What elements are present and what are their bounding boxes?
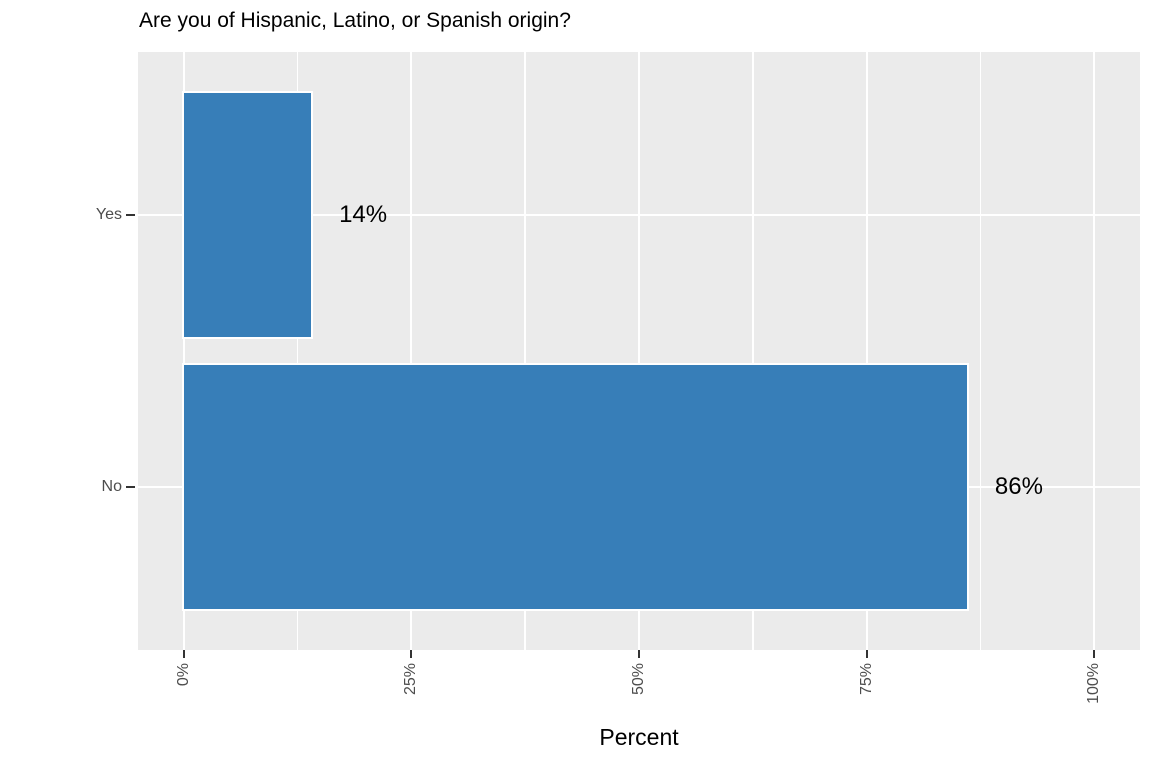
gridline-major-vertical: [410, 52, 413, 650]
x-axis-tick-label: 0%: [174, 663, 192, 687]
gridline-major-horizontal: [138, 214, 1140, 217]
x-axis-tick-mark: [638, 650, 640, 658]
bar-yes: [181, 90, 314, 340]
x-axis-tick-mark: [1093, 650, 1096, 658]
x-axis-tick-label: 75%: [857, 663, 875, 696]
chart-title: Are you of Hispanic, Latino, or Spanish …: [139, 9, 571, 32]
y-axis-tick-label: Yes: [95, 206, 122, 224]
x-axis-tick-mark: [865, 650, 868, 658]
plot-panel: [138, 52, 1140, 650]
y-axis-tick-mark: [126, 485, 135, 488]
bar-no: [181, 362, 969, 612]
gridline-minor-vertical: [752, 52, 754, 650]
x-axis-title: Percent: [599, 724, 679, 750]
gridline-major-vertical: [182, 52, 185, 650]
bar-value-label: 14%: [339, 201, 388, 229]
y-axis-tick-label: No: [101, 477, 122, 495]
gridline-minor-vertical: [979, 52, 982, 650]
gridline-major-vertical: [1093, 52, 1096, 650]
gridline-minor-vertical: [296, 52, 299, 650]
gridline-major-vertical: [865, 52, 868, 650]
x-axis-tick-label: 100%: [1085, 663, 1103, 704]
x-axis-tick-mark: [182, 650, 185, 658]
gridline-major-vertical: [638, 52, 640, 650]
bar-value-label: 86%: [994, 472, 1043, 500]
y-axis-tick-mark: [126, 214, 135, 217]
x-axis-tick-label: 25%: [402, 663, 420, 696]
gridline-minor-vertical: [524, 52, 526, 650]
x-axis-tick-label: 50%: [630, 663, 647, 696]
x-axis-tick-mark: [410, 650, 413, 658]
